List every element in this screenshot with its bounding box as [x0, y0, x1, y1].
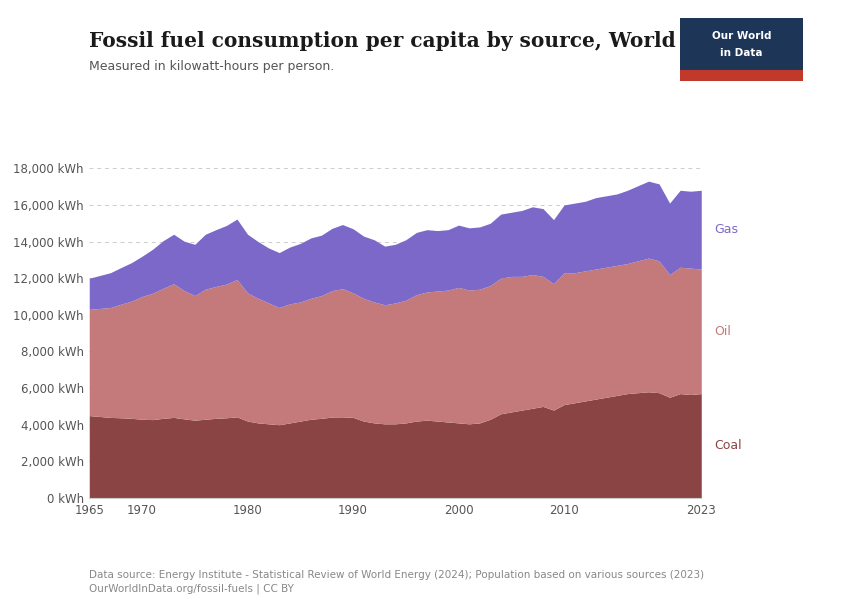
Text: Our World: Our World	[711, 31, 772, 41]
Text: Gas: Gas	[714, 223, 738, 236]
Text: Data source: Energy Institute - Statistical Review of World Energy (2024); Popul: Data source: Energy Institute - Statisti…	[89, 569, 705, 594]
Text: Fossil fuel consumption per capita by source, World: Fossil fuel consumption per capita by so…	[89, 31, 676, 51]
Bar	[680, 70, 803, 81]
Text: Coal: Coal	[714, 439, 741, 452]
Text: Measured in kilowatt-hours per person.: Measured in kilowatt-hours per person.	[89, 60, 335, 73]
Text: in Data: in Data	[720, 47, 763, 58]
Text: Oil: Oil	[714, 325, 731, 338]
